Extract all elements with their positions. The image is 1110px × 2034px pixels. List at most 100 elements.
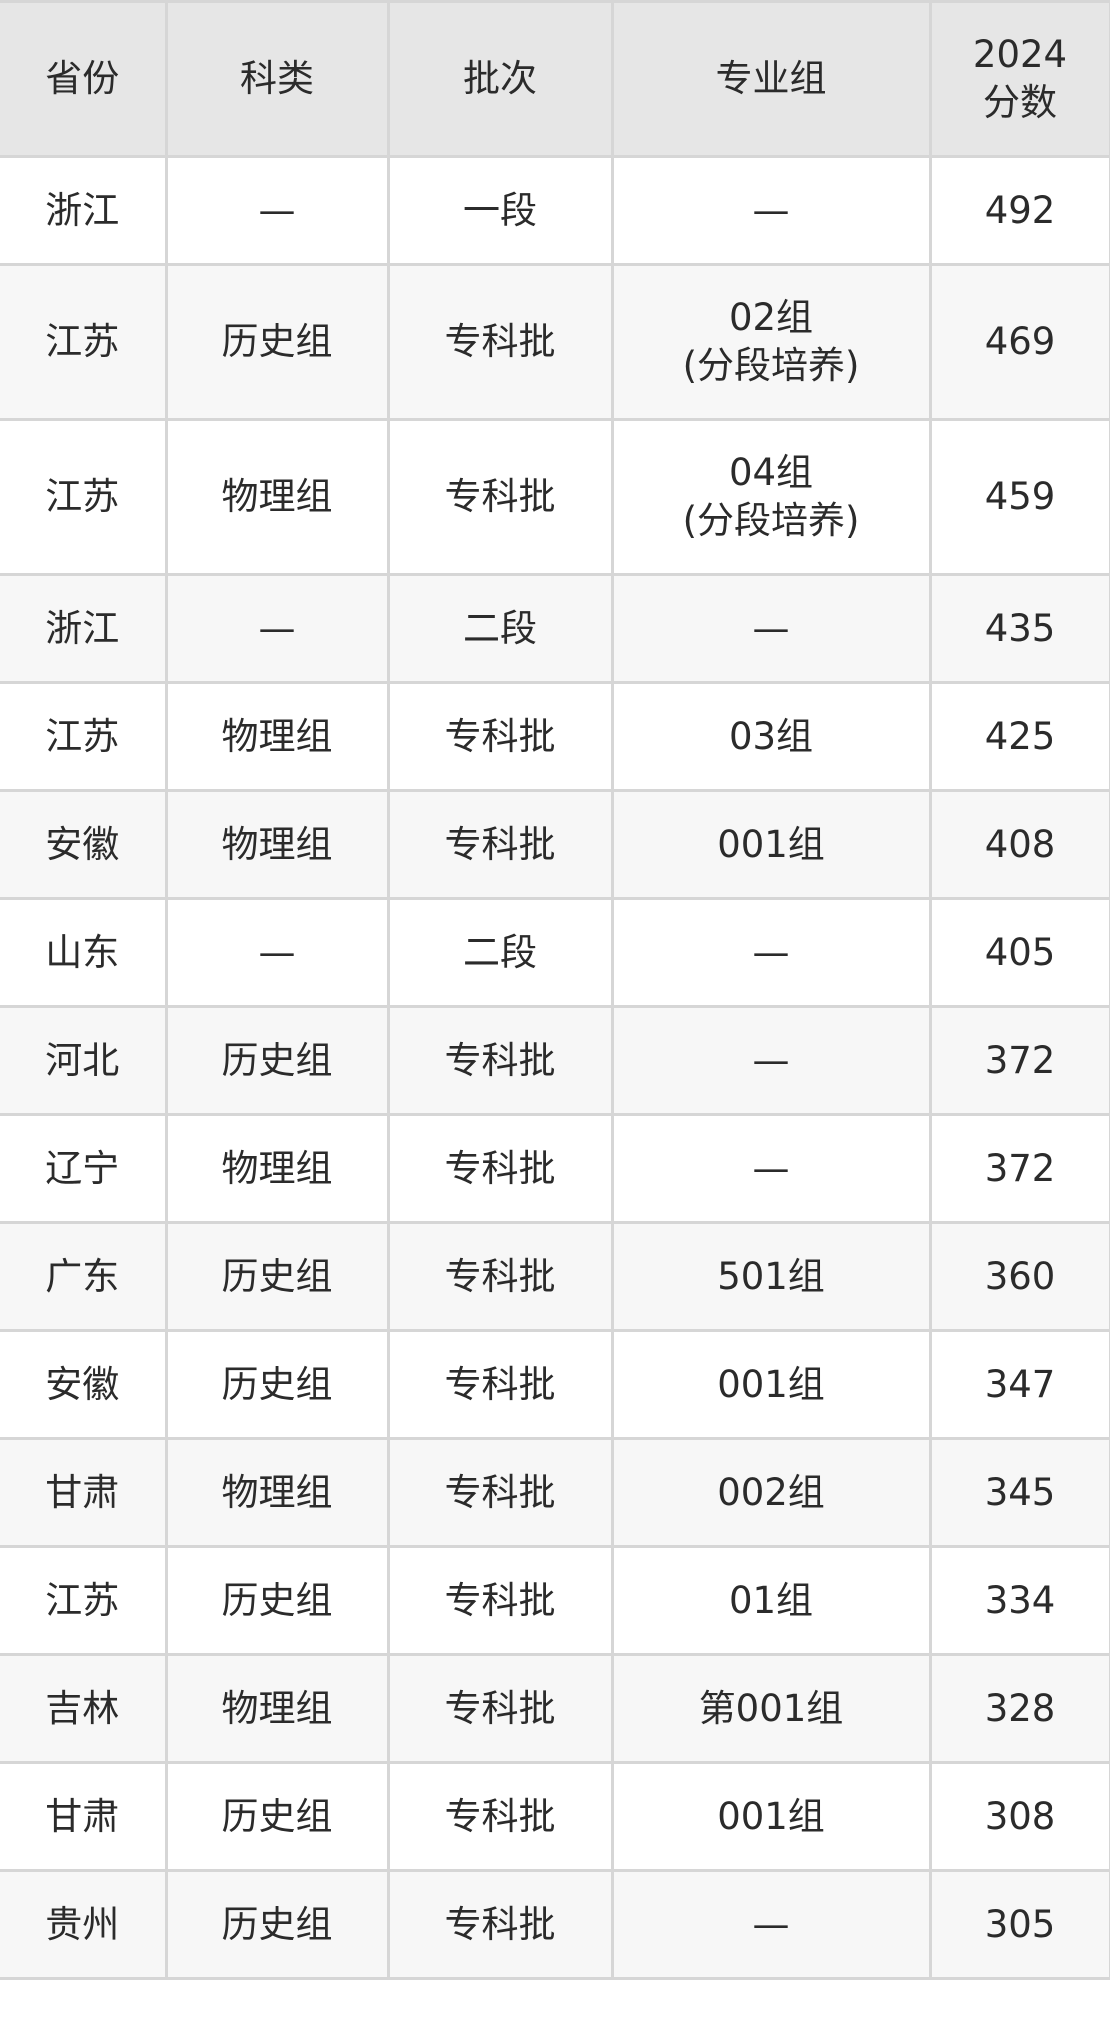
cell-province: 贵州 bbox=[0, 1869, 168, 1980]
cell-subject-category: 历史组 bbox=[164, 263, 390, 421]
cell-major-group: 04组 (分段培养) bbox=[610, 418, 932, 576]
cell-score-2024: 435 bbox=[928, 573, 1110, 684]
table-row: 江苏 历史组 专科批 02组 (分段培养) 469 bbox=[0, 263, 1110, 421]
cell-subject-category: 物理组 bbox=[164, 789, 390, 900]
cell-subject-category: 物理组 bbox=[164, 1113, 390, 1224]
cell-score-2024: 360 bbox=[928, 1221, 1110, 1332]
header-batch: 批次 bbox=[386, 0, 614, 158]
cell-major-group: 501组 bbox=[610, 1221, 932, 1332]
table-row: 吉林 物理组 专科批 第001组 328 bbox=[0, 1653, 1110, 1764]
cell-score-2024: 334 bbox=[928, 1545, 1110, 1656]
table-row: 安徽 历史组 专科批 001组 347 bbox=[0, 1329, 1110, 1440]
cell-text-line: 分数 bbox=[983, 81, 1057, 124]
cell-province: 山东 bbox=[0, 897, 168, 1008]
cell-province: 广东 bbox=[0, 1221, 168, 1332]
header-province: 省份 bbox=[0, 0, 168, 158]
cell-major-group: — bbox=[610, 1113, 932, 1224]
table-row: 辽宁 物理组 专科批 —372 bbox=[0, 1113, 1110, 1224]
cell-province: 浙江 bbox=[0, 573, 168, 684]
cell-batch: 二段 bbox=[386, 573, 614, 684]
cell-score-2024: 492 bbox=[928, 155, 1110, 266]
header-score-2024: 2024 分数 bbox=[928, 0, 1110, 158]
table-row: 甘肃 物理组 专科批 002组 345 bbox=[0, 1437, 1110, 1548]
cell-province: 江苏 bbox=[0, 263, 168, 421]
cell-score-2024: 345 bbox=[928, 1437, 1110, 1548]
cell-province: 江苏 bbox=[0, 418, 168, 576]
header-subject-category: 科类 bbox=[164, 0, 390, 158]
cell-major-group: 02组 (分段培养) bbox=[610, 263, 932, 421]
cell-text-line: (分段培养) bbox=[682, 499, 860, 542]
cell-subject-category: 历史组 bbox=[164, 1869, 390, 1980]
cell-batch: 专科批 bbox=[386, 263, 614, 421]
cell-province: 安徽 bbox=[0, 1329, 168, 1440]
cell-batch: 专科批 bbox=[386, 1113, 614, 1224]
table-body: 浙江 — 一段 —492 江苏 历史组 专科批 02组 (分段培养) 469 江苏 物理组 专科批 04组… bbox=[0, 155, 1110, 1980]
cell-batch: 专科批 bbox=[386, 1545, 614, 1656]
cell-batch: 专科批 bbox=[386, 1653, 614, 1764]
cell-province: 河北 bbox=[0, 1005, 168, 1116]
header-major-group: 专业组 bbox=[610, 0, 932, 158]
score-table: 省份 科类 批次 专业组 2024 分数 浙江 — 一段 —492 江苏 历史组 专科批 02组 (分段培… bbox=[0, 0, 1110, 1980]
cell-score-2024: 408 bbox=[928, 789, 1110, 900]
cell-score-2024: 347 bbox=[928, 1329, 1110, 1440]
table-row: 浙江 — 二段 —435 bbox=[0, 573, 1110, 684]
cell-subject-category: 历史组 bbox=[164, 1761, 390, 1872]
cell-subject-category: 历史组 bbox=[164, 1005, 390, 1116]
cell-score-2024: 308 bbox=[928, 1761, 1110, 1872]
table-row: 江苏 物理组 专科批 03组 425 bbox=[0, 681, 1110, 792]
cell-subject-category: 物理组 bbox=[164, 1437, 390, 1548]
cell-batch: 专科批 bbox=[386, 789, 614, 900]
cell-subject-category: — bbox=[164, 155, 390, 266]
cell-major-group: — bbox=[610, 155, 932, 266]
cell-subject-category: — bbox=[164, 897, 390, 1008]
cell-province: 安徽 bbox=[0, 789, 168, 900]
cell-major-group: 001组 bbox=[610, 789, 932, 900]
cell-major-group: — bbox=[610, 897, 932, 1008]
cell-major-group: 01组 bbox=[610, 1545, 932, 1656]
cell-batch: 专科批 bbox=[386, 1329, 614, 1440]
cell-text-line: 04组 bbox=[728, 451, 814, 494]
cell-subject-category: 历史组 bbox=[164, 1329, 390, 1440]
table-row: 安徽 物理组 专科批 001组 408 bbox=[0, 789, 1110, 900]
cell-batch: 专科批 bbox=[386, 1869, 614, 1980]
cell-subject-category: 物理组 bbox=[164, 1653, 390, 1764]
table-row: 河北 历史组 专科批 —372 bbox=[0, 1005, 1110, 1116]
cell-province: 江苏 bbox=[0, 1545, 168, 1656]
cell-score-2024: 469 bbox=[928, 263, 1110, 421]
cell-score-2024: 328 bbox=[928, 1653, 1110, 1764]
cell-major-group: — bbox=[610, 573, 932, 684]
cell-batch: 专科批 bbox=[386, 1221, 614, 1332]
cell-province: 辽宁 bbox=[0, 1113, 168, 1224]
header-row: 省份 科类 批次 专业组 2024 分数 bbox=[0, 0, 1110, 158]
cell-major-group: 第001组 bbox=[610, 1653, 932, 1764]
cell-text-line: (分段培养) bbox=[682, 344, 860, 387]
cell-score-2024: 372 bbox=[928, 1005, 1110, 1116]
table-row: 贵州 历史组 专科批 —305 bbox=[0, 1869, 1110, 1980]
cell-batch: 一段 bbox=[386, 155, 614, 266]
cell-batch: 专科批 bbox=[386, 681, 614, 792]
cell-major-group: 03组 bbox=[610, 681, 932, 792]
cell-batch: 专科批 bbox=[386, 1005, 614, 1116]
cell-major-group: 001组 bbox=[610, 1329, 932, 1440]
cell-batch: 专科批 bbox=[386, 1761, 614, 1872]
cell-subject-category: 物理组 bbox=[164, 418, 390, 576]
cell-province: 江苏 bbox=[0, 681, 168, 792]
cell-score-2024: 425 bbox=[928, 681, 1110, 792]
cell-subject-category: 历史组 bbox=[164, 1545, 390, 1656]
cell-subject-category: — bbox=[164, 573, 390, 684]
cell-major-group: — bbox=[610, 1005, 932, 1116]
cell-subject-category: 历史组 bbox=[164, 1221, 390, 1332]
table-header: 省份 科类 批次 专业组 2024 分数 bbox=[0, 0, 1110, 158]
cell-batch: 专科批 bbox=[386, 418, 614, 576]
cell-text-line: 02组 bbox=[728, 296, 814, 339]
cell-score-2024: 305 bbox=[928, 1869, 1110, 1980]
cell-score-2024: 459 bbox=[928, 418, 1110, 576]
cell-major-group: 001组 bbox=[610, 1761, 932, 1872]
cell-major-group: 002组 bbox=[610, 1437, 932, 1548]
cell-major-group: — bbox=[610, 1869, 932, 1980]
cell-score-2024: 372 bbox=[928, 1113, 1110, 1224]
cell-batch: 专科批 bbox=[386, 1437, 614, 1548]
table-row: 甘肃 历史组 专科批 001组 308 bbox=[0, 1761, 1110, 1872]
cell-province: 吉林 bbox=[0, 1653, 168, 1764]
cell-score-2024: 405 bbox=[928, 897, 1110, 1008]
